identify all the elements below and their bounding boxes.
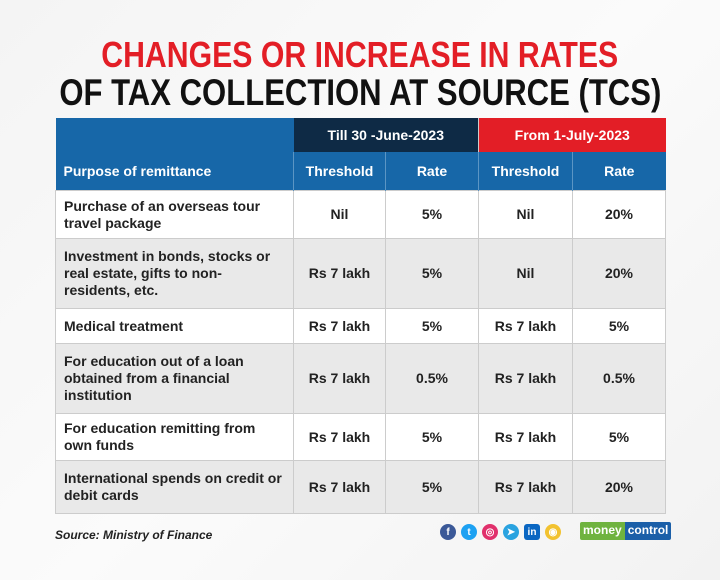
headline-line-2: OF TAX COLLECTION AT SOURCE (TCS): [58, 72, 661, 113]
column-header-rate-new: Rate: [572, 152, 666, 191]
snapchat-icon[interactable]: ◉: [545, 524, 561, 540]
column-header-purpose: Purpose of remittance: [55, 152, 294, 191]
rate-new-cell: 20%: [571, 238, 667, 309]
table-row: Medical treatment Rs 7 lakh 5% Rs 7 lakh 5%: [55, 308, 667, 344]
purpose-cell: For education remitting from own funds: [55, 413, 294, 461]
linkedin-icon[interactable]: in: [524, 524, 540, 540]
rate-new-cell: 5%: [571, 308, 667, 344]
threshold-old-cell: Rs 7 lakh: [293, 343, 386, 414]
threshold-new-cell: Rs 7 lakh: [478, 343, 573, 414]
rate-old-cell: 5%: [385, 460, 479, 514]
purpose-cell: For education out of a loan obtained fro…: [55, 343, 294, 414]
threshold-old-cell: Rs 7 lakh: [293, 308, 386, 344]
header-blank: [55, 118, 294, 152]
threshold-old-cell: Rs 7 lakh: [293, 413, 386, 461]
facebook-icon[interactable]: f: [440, 524, 456, 540]
headline-line-1: CHANGES OR INCREASE IN RATES: [101, 34, 619, 75]
purpose-cell: Investment in bonds, stocks or real esta…: [55, 238, 294, 309]
purpose-cell: International spends on credit or debit …: [55, 460, 294, 514]
source-note: Source: Ministry of Finance: [55, 528, 213, 542]
moneycontrol-logo: money control: [580, 522, 672, 540]
purpose-cell: Purchase of an overseas tour travel pack…: [55, 190, 294, 239]
threshold-new-cell: Rs 7 lakh: [478, 460, 573, 514]
rate-old-cell: 5%: [385, 413, 479, 461]
table-row: International spends on credit or debit …: [55, 460, 667, 514]
rate-old-cell: 5%: [385, 190, 479, 239]
rate-new-cell: 5%: [571, 413, 667, 461]
twitter-icon[interactable]: t: [461, 524, 477, 540]
tcs-rates-table: Till 30 -June-2023 From 1-July-2023 Purp…: [55, 118, 667, 514]
rate-new-cell: 20%: [571, 190, 667, 239]
column-header-threshold-new: Threshold: [478, 152, 573, 191]
threshold-new-cell: Nil: [478, 190, 573, 239]
telegram-icon[interactable]: ➤: [503, 524, 519, 540]
threshold-old-cell: Rs 7 lakh: [293, 238, 386, 309]
threshold-new-cell: Rs 7 lakh: [478, 413, 573, 461]
period-header-till-june: Till 30 -June-2023: [293, 118, 479, 152]
column-header-rate-old: Rate: [385, 152, 479, 191]
table-row: Purchase of an overseas tour travel pack…: [55, 190, 667, 239]
social-links: f t ◎ ➤ in ◉: [440, 524, 561, 540]
rate-new-cell: 0.5%: [571, 343, 667, 414]
rate-new-cell: 20%: [571, 460, 667, 514]
threshold-old-cell: Rs 7 lakh: [293, 460, 386, 514]
purpose-cell: Medical treatment: [55, 308, 294, 344]
column-header-threshold-old: Threshold: [293, 152, 386, 191]
table-row: Investment in bonds, stocks or real esta…: [55, 238, 667, 309]
rate-old-cell: 5%: [385, 238, 479, 309]
threshold-old-cell: Nil: [293, 190, 386, 239]
rate-old-cell: 5%: [385, 308, 479, 344]
instagram-icon[interactable]: ◎: [482, 524, 498, 540]
threshold-new-cell: Nil: [478, 238, 573, 309]
table-row: For education out of a loan obtained fro…: [55, 343, 667, 414]
threshold-new-cell: Rs 7 lakh: [478, 308, 573, 344]
rate-old-cell: 0.5%: [385, 343, 479, 414]
period-header-from-july: From 1-July-2023: [478, 118, 666, 152]
table-row: For education remitting from own funds Rs…: [55, 413, 667, 461]
